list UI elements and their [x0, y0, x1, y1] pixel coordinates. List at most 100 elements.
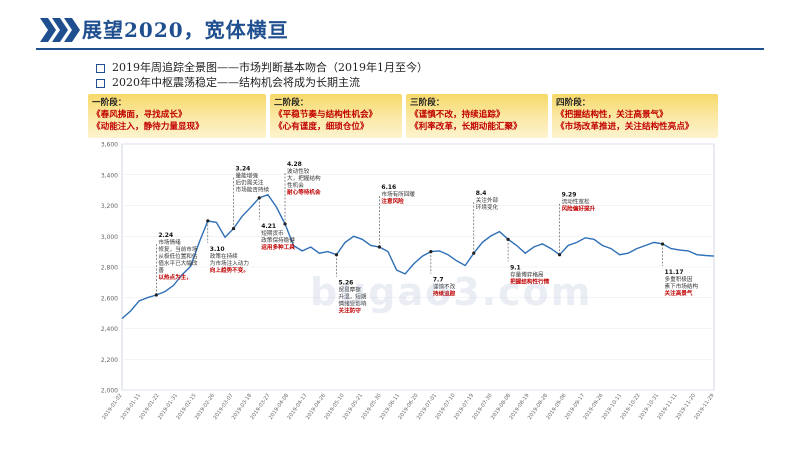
bullet-item: 2020年中枢震荡稳定——结构机会将成为长期主流	[96, 75, 428, 90]
square-bullet-icon	[96, 63, 105, 73]
annotation-highlight: 风险偏好提升	[562, 205, 596, 213]
annotation-text: 修复，当前市场	[158, 245, 198, 253]
annotation-marker	[154, 293, 158, 297]
annotation-highlight: 耐心等待机会	[287, 188, 321, 196]
square-bullet-icon	[96, 78, 105, 88]
annotation-highlight: 运用多种工具	[261, 243, 295, 251]
annotation-date: 9.29	[562, 192, 577, 199]
annotation-text: 量能增强	[236, 172, 259, 180]
annotation-text: 政策在持续	[210, 252, 238, 260]
phase-title: 二阶段：	[274, 98, 309, 108]
annotation-text: 存量博弈格局	[510, 270, 544, 278]
annotation-marker	[206, 219, 210, 223]
phase-box-3: 三阶段： 《谨慎不改，持续追踪》 《利率改革，长期动能汇聚》	[406, 94, 548, 138]
slide-title: 展望2020，宽体横亘	[82, 18, 289, 42]
annotation-date: 4.21	[261, 223, 276, 230]
annotation-text: 性机会	[287, 181, 304, 189]
annotation-text: 关注外部	[476, 196, 499, 204]
annotation-text: 谨慎不改	[433, 283, 456, 291]
phase-line: 《春风拂面，寻找成长》	[92, 110, 187, 120]
annotation-text: 后仍需关注	[236, 179, 264, 187]
annotation-highlight: 关注高景气	[665, 289, 693, 297]
y-tick-label: 2,600	[101, 295, 118, 302]
annotation-date: 3.10	[210, 246, 225, 253]
index-series-line	[121, 193, 715, 320]
annotation-highlight: 注意风险	[381, 197, 404, 205]
annotation-highlight: 以热点为主，	[158, 273, 192, 281]
annotation-marker	[660, 242, 665, 246]
annotation-marker	[283, 222, 287, 226]
phase-line: 《市场改革推进，关注结构性亮点》	[556, 122, 694, 132]
annotation-marker	[429, 250, 433, 254]
phase-banner: 一阶段： 《春风拂面，寻找成长》 《动能注入，静待力量显现》 二阶段： 《平稳节…	[88, 94, 718, 138]
annotation-text: 流动性宽松	[562, 198, 590, 206]
bullet-text: 2020年中枢震荡稳定——结构机会将成为长期主流	[112, 76, 360, 89]
annotation-text: 市场有所回暖	[381, 190, 415, 198]
y-tick-label: 3,600	[101, 142, 118, 149]
annotation-date: 3.24	[236, 166, 251, 173]
annotation-date: 8.4	[476, 190, 487, 197]
y-tick-label: 2,400	[101, 326, 118, 333]
annotation-text: 贸易摩擦	[338, 286, 361, 294]
chevron-arrows-icon	[40, 18, 80, 42]
y-tick-label: 3,200	[101, 203, 118, 210]
phase-line: 《心有谨度，细琐仓位》	[274, 122, 369, 132]
annotation-marker	[231, 226, 236, 231]
annotation-text: 值水平已大幅改	[158, 259, 198, 267]
annotation-marker	[334, 253, 339, 257]
annotation-date: 9.1	[510, 264, 521, 271]
annotation-highlight: 向上趋势不变。	[210, 266, 249, 274]
phase-title: 一阶段：	[92, 98, 127, 108]
annotation-text: 短期货币	[261, 229, 284, 237]
index-line-chart: 2,000 2,200 2,400 2,600 2,800 3,000 3,200 3,400…	[101, 142, 716, 421]
phase-box-4: 四阶段： 《把握结构性，关注高景气》 《市场改革推进，关注结构性亮点》	[552, 94, 718, 138]
phase-line: 《谨慎不改，持续追踪》	[410, 110, 505, 120]
annotation-text: 大，把握结构	[287, 174, 321, 182]
annotation-date: 11.17	[665, 269, 684, 276]
annotation-text: 多重积极因	[665, 275, 693, 283]
phase-line: 《把握结构性，关注高景气》	[556, 110, 668, 120]
bullet-text: 2019年周追踪全景图——市场判断基本吻合（2019年1月至今）	[112, 61, 428, 74]
annotation-text: 环境变化	[476, 203, 499, 211]
annotation-text: 为市场注入动力	[210, 259, 250, 267]
y-tick-label: 2,200	[101, 357, 118, 364]
annotation-marker	[377, 245, 381, 249]
annotation-highlight: 把握结构性行情	[510, 277, 550, 285]
annotation-marker	[506, 237, 510, 241]
annotation-text: 升温，短期	[338, 293, 366, 301]
annotation-date: 4.28	[287, 161, 302, 168]
phase-title: 四阶段：	[556, 98, 591, 108]
annotation-date: 2.24	[158, 232, 173, 239]
annotation-highlight: 关注防守	[338, 307, 361, 315]
annotation-date: 7.7	[433, 277, 444, 284]
annotation-date: 6.16	[381, 184, 396, 191]
annotation-marker	[557, 253, 562, 257]
y-tick-label: 2,000	[101, 388, 118, 395]
title-divider	[36, 48, 764, 50]
phase-box-1: 一阶段： 《春风拂面，寻找成长》 《动能注入，静待力量显现》	[88, 94, 266, 138]
annotation-date: 5.26	[338, 280, 353, 287]
y-tick-label: 3,000	[101, 234, 118, 241]
phase-box-2: 二阶段： 《平稳节奏与结构性机会》 《心有谨度，细琐仓位》	[270, 94, 402, 138]
x-tick-label: 2019-11-29	[693, 393, 715, 421]
y-tick-label: 2,800	[101, 265, 118, 272]
annotation-text: 善	[158, 266, 164, 274]
phase-line: 《利率改革，长期动能汇聚》	[410, 122, 522, 132]
annotation-text: 市场情绪	[158, 238, 181, 246]
annotation-text: 从极低位置和估	[158, 252, 198, 260]
annotation-highlight: 持续追踪	[433, 290, 456, 298]
bullet-list: 2019年周追踪全景图——市场判断基本吻合（2019年1月至今） 2020年中枢…	[96, 60, 428, 90]
phase-title: 三阶段：	[410, 98, 445, 108]
slide-header: 展望2020，宽体横亘	[0, 14, 800, 50]
annotation-marker	[257, 196, 261, 200]
phase-line: 《平稳节奏与结构性机会》	[274, 110, 378, 120]
annotation-text: 政策保持稳健	[261, 236, 295, 244]
watermark-text: bugao3.com	[310, 270, 593, 314]
phase-line: 《动能注入，静待力量显现》	[92, 122, 204, 132]
y-tick-label: 3,400	[101, 172, 118, 179]
annotation-text: 素下市场结构	[665, 282, 699, 290]
annotation-text: 波动性较	[287, 167, 310, 175]
annotation-text: 市场能否持续	[236, 186, 270, 194]
annotation-text: 情绪受影响	[338, 300, 366, 308]
bullet-item: 2019年周追踪全景图——市场判断基本吻合（2019年1月至今）	[96, 60, 428, 75]
